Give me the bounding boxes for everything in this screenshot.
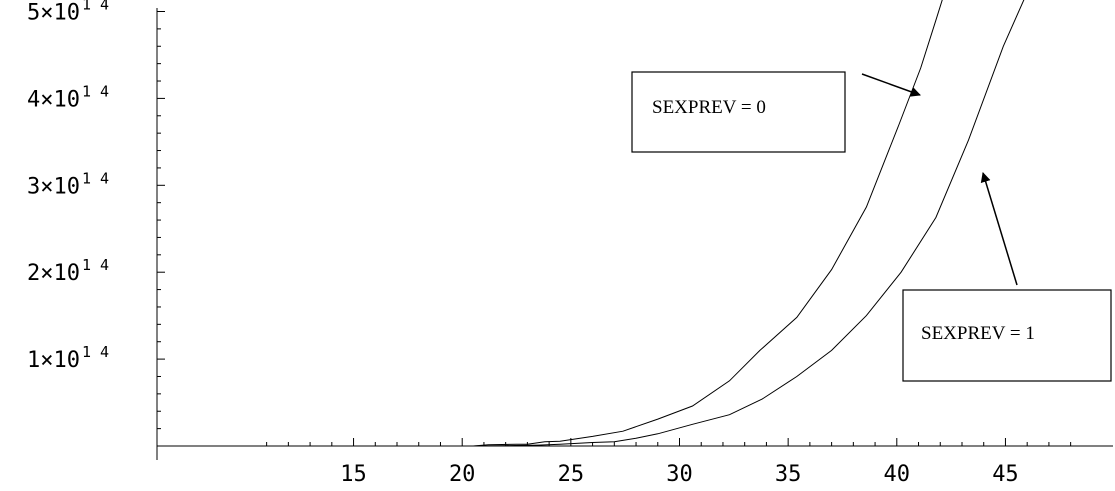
y-tick-mantissa: 4×10 (27, 87, 80, 112)
y-tick-exponent: 1 4 (82, 343, 109, 361)
y-tick-mantissa: 2×10 (27, 261, 80, 286)
x-tick-label: 40 (884, 462, 911, 487)
x-ticks (266, 438, 1072, 446)
x-tick-label: 15 (340, 462, 367, 487)
y-ticks (157, 11, 165, 430)
y-tick-mantissa: 3×10 (27, 174, 80, 199)
x-tick-label: 20 (449, 462, 476, 487)
x-tick-label: 35 (775, 462, 802, 487)
y-tick-mantissa: 5×10 (27, 1, 80, 26)
series-line-sexprev1 (255, 0, 1025, 447)
y-tick-label: 3×10 1 4 (27, 169, 109, 199)
annotation-sexprev-0: SEXPREV = 0 (631, 71, 921, 153)
annotation-sexprev-1: SEXPREV = 1 (902, 172, 1112, 382)
y-tick-exponent: 1 4 (82, 0, 109, 14)
x-tick-label: 45 (992, 462, 1019, 487)
y-tick-exponent: 1 4 (82, 82, 109, 100)
annotation-label: SEXPREV = 1 (921, 323, 1035, 344)
y-tick-exponent: 1 4 (82, 256, 109, 274)
annotation-arrow (861, 73, 921, 97)
annotation-label: SEXPREV = 0 (652, 97, 766, 118)
y-tick-label: 1×10 1 4 (27, 343, 109, 373)
y-tick-exponent: 1 4 (82, 169, 109, 187)
x-tick-label: 30 (666, 462, 693, 487)
y-tick-mantissa: 1×10 (27, 348, 80, 373)
y-tick-label: 2×10 1 4 (27, 256, 109, 286)
annotation-box (902, 289, 1112, 382)
y-tick-label: 5×10 1 4 (27, 0, 109, 26)
annotation-box (631, 71, 846, 153)
y-tick-labels: 1×10 1 42×10 1 43×10 1 44×10 1 45×10 1 4 (27, 0, 109, 373)
series-line-sexprev0 (255, 0, 943, 447)
x-tick-label: 25 (558, 462, 585, 487)
axes: 15 20 25 30 35 40 45 1×10 1 42×10 1 43×10 1 44×10… (27, 0, 1113, 487)
annotation-arrow (980, 172, 1018, 286)
x-tick-labels: 15 20 25 30 35 40 45 (340, 462, 1018, 487)
y-tick-label: 4×10 1 4 (27, 82, 109, 112)
